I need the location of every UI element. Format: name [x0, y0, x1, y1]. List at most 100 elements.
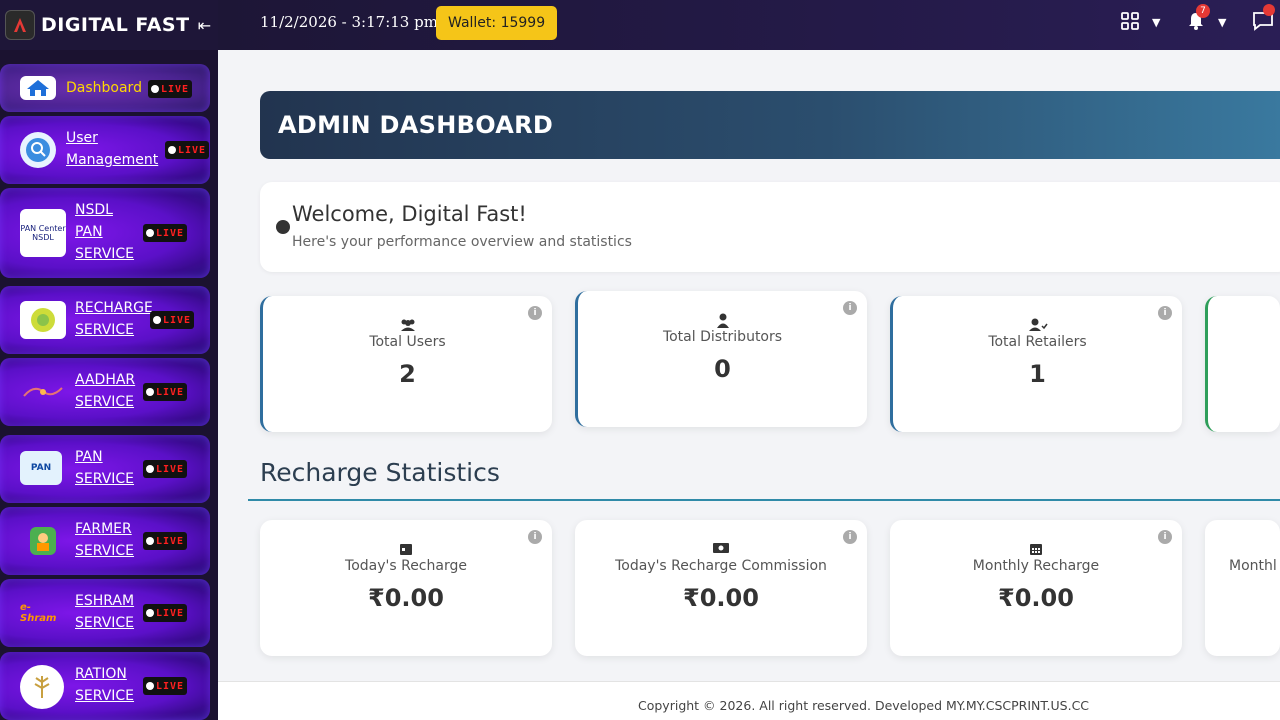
section-title: Recharge Statistics	[260, 458, 500, 487]
footer: Copyright © 2026. All right reserved. De…	[218, 681, 1280, 720]
page-title: ADMIN DASHBOARD	[278, 111, 554, 139]
topbar: 11/2/2026 - 3:17:13 pm Wallet: 15999 ▼ 7…	[218, 0, 1280, 50]
live-badge: LIVE	[143, 604, 187, 622]
live-badge: LIVE	[143, 677, 187, 695]
sidebar-item-nsdl-pan-service[interactable]: PAN Center NSDL NSDL PAN SERVICE LIVE	[0, 188, 210, 278]
sidebar-item-label: SERVICE	[75, 394, 135, 410]
dashboard-banner: ADMIN DASHBOARD	[260, 91, 1280, 159]
stat-value: 2	[399, 360, 416, 388]
wallet-button[interactable]: Wallet: 15999	[436, 6, 558, 40]
live-badge: LIVE	[143, 532, 187, 550]
chat-alert-dot	[1263, 4, 1275, 16]
sidebar-item-label: SERVICE	[75, 615, 135, 631]
home-icon	[20, 76, 56, 100]
money-icon	[575, 542, 867, 558]
live-badge: LIVE	[143, 224, 187, 242]
stat-label: Monthl	[1229, 558, 1277, 574]
stat-value: ₹0.00	[998, 584, 1074, 612]
stat-value: ₹0.00	[683, 584, 759, 612]
welcome-subtitle: Here's your performance overview and sta…	[292, 234, 632, 250]
nsdl-pan-icon: PAN Center NSDL	[20, 209, 66, 257]
stat-card-partial[interactable]	[1205, 296, 1280, 432]
user-circle-icon	[276, 220, 290, 234]
info-icon[interactable]: i	[528, 306, 542, 320]
collapse-sidebar-icon[interactable]: ⇤	[197, 15, 211, 35]
sidebar-item-label: RATION	[75, 666, 127, 682]
copyright-text: Copyright © 2026. All right reserved. De…	[638, 698, 1090, 713]
sidebar-item-label: SERVICE	[75, 688, 135, 704]
aadhar-icon	[20, 378, 66, 406]
sidebar-item-label: SERVICE	[75, 543, 135, 559]
stat-card-todays-recharge[interactable]: i Today's Recharge ₹0.00	[260, 520, 552, 656]
sidebar-item-label: SERVICE	[75, 322, 135, 338]
chevron-down-icon[interactable]: ▼	[1152, 16, 1161, 29]
user-search-icon	[20, 132, 56, 168]
sidebar-item-label: FARMER	[75, 521, 132, 537]
welcome-title: Welcome, Digital Fast!	[292, 202, 527, 226]
sidebar-item-label: SERVICE	[75, 471, 135, 487]
section-divider	[248, 499, 1280, 501]
stat-label: Today's Recharge Commission	[615, 558, 827, 574]
sidebar-item-label: SERVICE	[75, 246, 135, 262]
stat-card-monthly-partial[interactable]: Monthl	[1205, 520, 1280, 656]
stat-label: Total Retailers	[988, 334, 1087, 350]
stat-card-total-retailers[interactable]: i Total Retailers 1	[890, 296, 1182, 432]
sidebar: DIGITAL FAST ⇤ Dashboard LIVE User Manag…	[0, 0, 218, 720]
live-badge: LIVE	[148, 80, 192, 98]
stat-label: Total Distributors	[662, 329, 783, 345]
stat-card-total-distributors[interactable]: i Total Distributors 0	[575, 291, 867, 427]
live-badge: LIVE	[143, 460, 187, 478]
sidebar-item-eshram-service[interactable]: e-Shram ESHRAM SERVICE LIVE	[0, 579, 210, 647]
calendar-icon	[890, 542, 1182, 560]
info-icon[interactable]: i	[528, 530, 542, 544]
sidebar-item-label: Dashboard	[66, 80, 142, 96]
eshram-icon: e-Shram	[20, 602, 57, 624]
sidebar-item-ration-service[interactable]: RATION SERVICE LIVE	[0, 652, 210, 720]
stat-card-todays-commission[interactable]: i Today's Recharge Commission ₹0.00	[575, 520, 867, 656]
welcome-card: Welcome, Digital Fast! Here's your perfo…	[260, 182, 1280, 272]
main-content: ADMIN DASHBOARD Welcome, Digital Fast! H…	[218, 50, 1280, 720]
distributor-icon	[578, 313, 867, 333]
apps-grid-icon[interactable]	[1121, 12, 1139, 35]
pan-card-icon: PAN	[20, 451, 62, 485]
sidebar-item-label: Management	[66, 152, 159, 168]
stat-card-total-users[interactable]: i Total Users 2	[260, 296, 552, 432]
sidebar-item-label: PAN	[75, 224, 103, 240]
ration-icon	[20, 665, 64, 709]
stat-card-monthly-recharge[interactable]: i Monthly Recharge ₹0.00	[890, 520, 1182, 656]
stat-label: Total Users	[369, 334, 446, 350]
info-icon[interactable]: i	[1158, 530, 1172, 544]
stat-value: ₹0.00	[368, 584, 444, 612]
sidebar-item-user-management[interactable]: User Management LIVE	[0, 116, 210, 184]
sidebar-item-label: RECHARGE	[75, 300, 153, 316]
sidebar-item-pan-service[interactable]: PAN PAN SERVICE LIVE	[0, 435, 210, 503]
sidebar-item-label: NSDL	[75, 202, 113, 218]
notification-count-badge: 7	[1196, 4, 1210, 18]
info-icon[interactable]: i	[843, 530, 857, 544]
info-icon[interactable]: i	[843, 301, 857, 315]
live-badge: LIVE	[165, 141, 209, 159]
chevron-down-icon[interactable]: ▼	[1218, 16, 1227, 29]
sidebar-item-recharge-service[interactable]: RECHARGE SERVICE LIVE	[0, 286, 210, 354]
sidebar-item-label: User	[66, 130, 98, 146]
stat-value: 1	[1029, 360, 1046, 388]
sidebar-item-farmer-service[interactable]: FARMER SERVICE LIVE	[0, 507, 210, 575]
sidebar-item-label: ESHRAM	[75, 593, 135, 609]
sidebar-item-aadhar-service[interactable]: AADHAR SERVICE LIVE	[0, 358, 210, 426]
brand-logo-icon	[5, 10, 35, 40]
stat-value: 0	[714, 355, 731, 383]
datetime: 11/2/2026 - 3:17:13 pm	[260, 13, 438, 31]
stat-label: Today's Recharge	[345, 558, 467, 574]
live-badge: LIVE	[143, 383, 187, 401]
stat-label: Monthly Recharge	[972, 558, 1100, 574]
brand: DIGITAL FAST ⇤	[0, 0, 218, 50]
farmer-icon	[30, 527, 56, 555]
sidebar-item-dashboard[interactable]: Dashboard LIVE	[0, 64, 210, 112]
info-icon[interactable]: i	[1158, 306, 1172, 320]
users-icon	[263, 318, 552, 336]
live-badge: LIVE	[150, 311, 194, 329]
recharge-icon	[20, 301, 66, 339]
brand-name: DIGITAL FAST	[41, 14, 190, 36]
sidebar-item-label: AADHAR	[75, 372, 136, 388]
retailer-icon	[893, 318, 1182, 336]
